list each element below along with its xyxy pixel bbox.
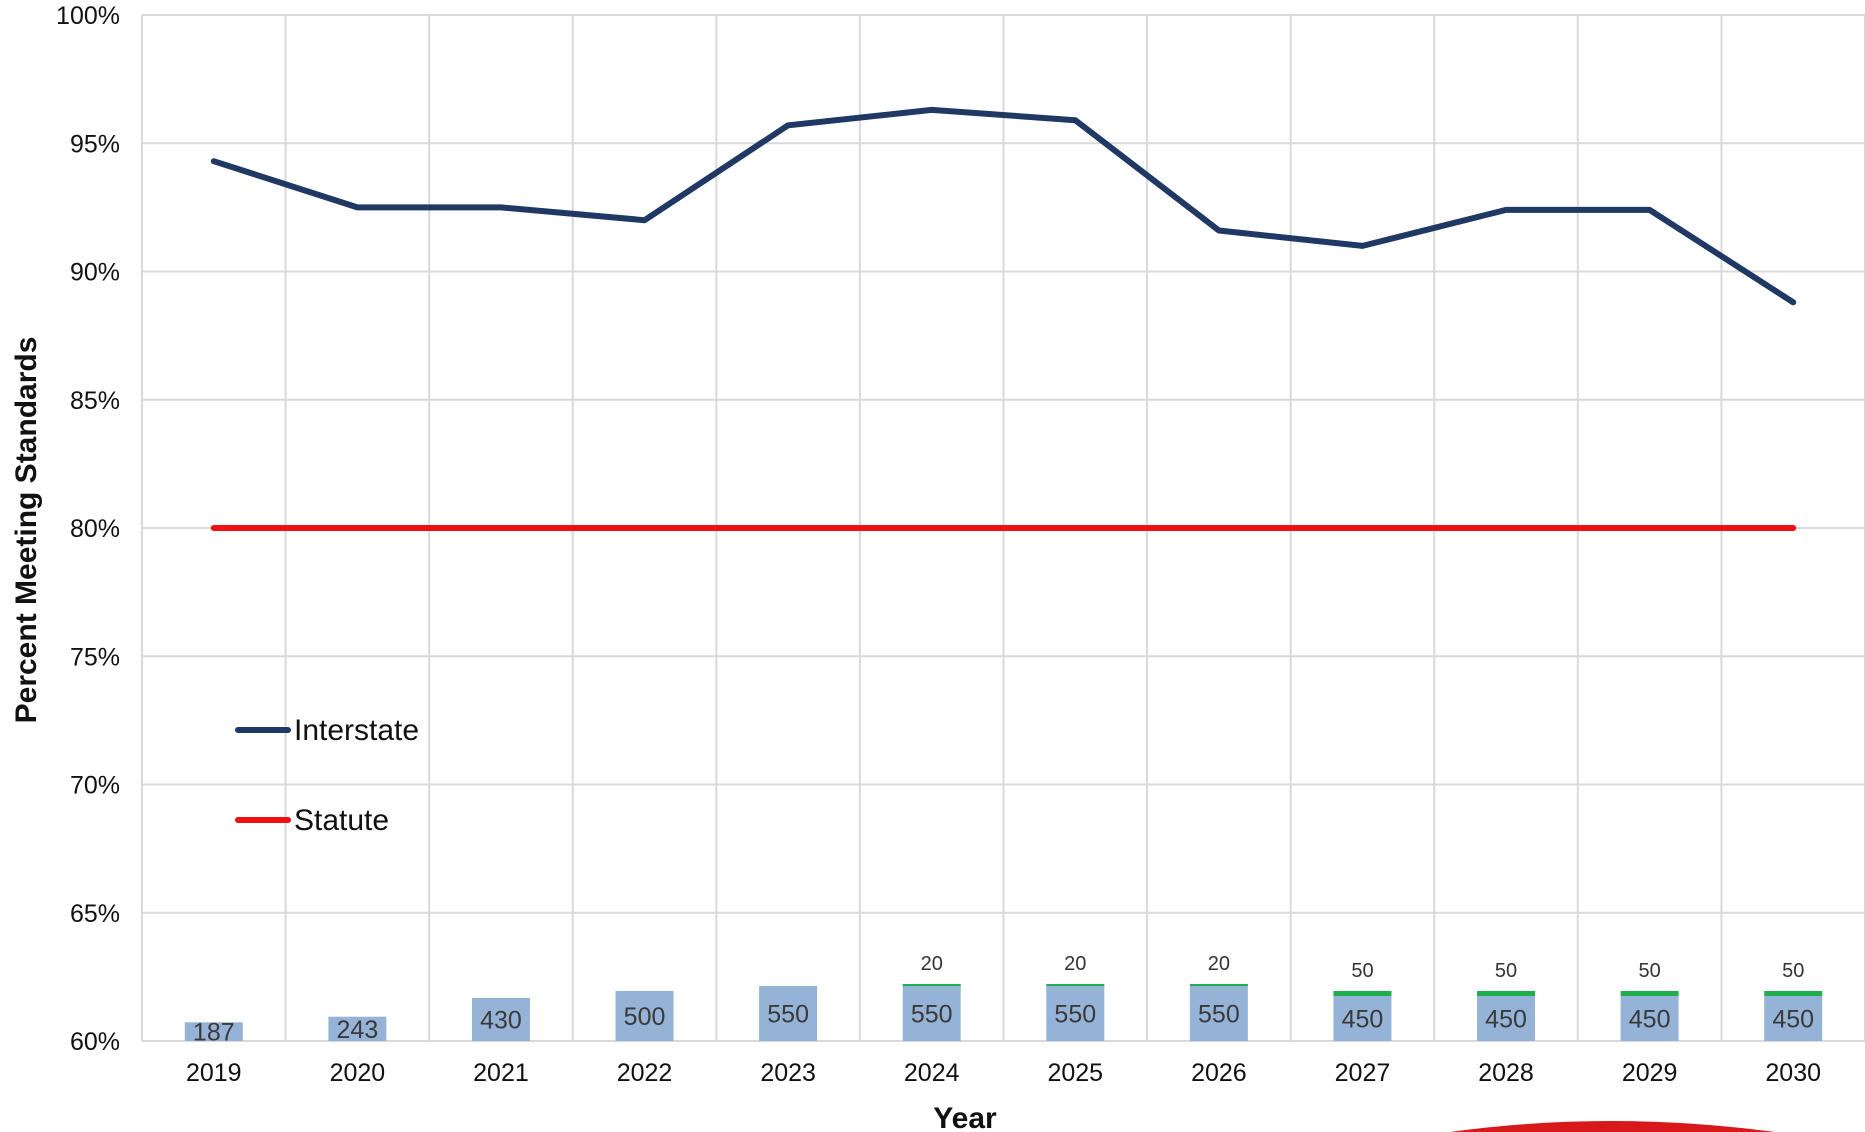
x-axis-title: Year <box>933 1102 997 1132</box>
series-line-interstate <box>210 106 1797 306</box>
bar <box>1046 986 1105 1041</box>
bar-top-segment <box>1620 991 1679 996</box>
bar-top-data-label: 50 <box>1639 960 1661 982</box>
x-tick-label: 2022 <box>617 1059 673 1087</box>
y-axis-title: Percent Meeting Standards <box>10 337 43 724</box>
y-tick-label: 95% <box>70 130 120 158</box>
legend-label-statute: Statute <box>294 804 389 837</box>
bar-data-label: 187 <box>193 1019 235 1047</box>
line-series <box>210 106 1797 531</box>
bar-top-segment <box>1477 991 1536 996</box>
legend: Interstate Statute <box>235 714 419 837</box>
bar-top-segment <box>1189 984 1248 986</box>
bar-series: 187 243 430 500 550 550 20 550 20 550 20 450 50 450 50… <box>184 953 1823 1047</box>
bar <box>902 986 961 1041</box>
y-tick-label: 90% <box>70 259 120 287</box>
bar <box>1189 986 1248 1041</box>
bar-top-segment <box>902 984 961 986</box>
x-tick-label: 2028 <box>1478 1059 1534 1087</box>
bar <box>1764 996 1823 1041</box>
bar-data-label: 550 <box>911 1001 953 1029</box>
x-tick-label: 2026 <box>1191 1059 1247 1087</box>
y-axis-ticks: 60% 65% 70% 75% 80% 85% 90% 95% 100% <box>56 2 120 1056</box>
y-tick-label: 60% <box>70 1028 120 1056</box>
y-tick-label: 80% <box>70 515 120 543</box>
bar <box>1477 996 1536 1041</box>
y-tick-label: 85% <box>70 387 120 415</box>
bar-data-label: 450 <box>1629 1006 1671 1034</box>
legend-label-interstate: Interstate <box>294 714 419 747</box>
y-tick-label: 100% <box>56 2 120 30</box>
bar-data-label: 450 <box>1772 1006 1814 1034</box>
x-axis-ticks: 2019 2020 2021 2022 2023 2024 2025 2026 2027 2028… <box>186 1059 1821 1087</box>
bar-top-data-label: 20 <box>921 953 943 975</box>
y-tick-label: 70% <box>70 772 120 800</box>
bar-data-label: 243 <box>337 1016 379 1044</box>
x-tick-label: 2023 <box>760 1059 816 1087</box>
bar-data-label: 500 <box>624 1003 666 1031</box>
x-tick-label: 2025 <box>1047 1059 1103 1087</box>
bar-data-label: 550 <box>767 1001 809 1029</box>
bar-top-segment <box>1333 991 1392 996</box>
bar-top-data-label: 50 <box>1351 960 1373 982</box>
bar-top-data-label: 50 <box>1495 960 1517 982</box>
bar <box>1333 996 1392 1041</box>
bar-top-data-label: 20 <box>1208 953 1230 975</box>
bar-data-label: 550 <box>1198 1001 1240 1029</box>
bar-top-data-label: 50 <box>1782 960 1804 982</box>
bar-data-label: 430 <box>480 1007 522 1035</box>
bar-top-data-label: 20 <box>1064 953 1086 975</box>
bar <box>759 986 818 1041</box>
bar <box>184 1022 243 1041</box>
decorative-red-arc <box>1450 1121 1775 1132</box>
y-tick-label: 65% <box>70 900 120 928</box>
bar-data-label: 450 <box>1485 1006 1527 1034</box>
bar-data-label: 450 <box>1342 1006 1384 1034</box>
x-tick-label: 2024 <box>904 1059 960 1087</box>
y-tick-label: 75% <box>70 643 120 671</box>
x-tick-label: 2021 <box>473 1059 529 1087</box>
bar <box>471 998 530 1041</box>
bar-top-segment <box>1046 984 1105 986</box>
bar-data-label: 550 <box>1054 1001 1096 1029</box>
x-tick-label: 2020 <box>330 1059 386 1087</box>
bar <box>615 991 674 1041</box>
x-tick-label: 2019 <box>186 1059 242 1087</box>
bar <box>1620 996 1679 1041</box>
bar <box>328 1016 387 1041</box>
x-tick-label: 2030 <box>1765 1059 1821 1087</box>
bar-top-segment <box>1764 991 1823 996</box>
x-tick-label: 2029 <box>1622 1059 1678 1087</box>
x-tick-label: 2027 <box>1335 1059 1391 1087</box>
